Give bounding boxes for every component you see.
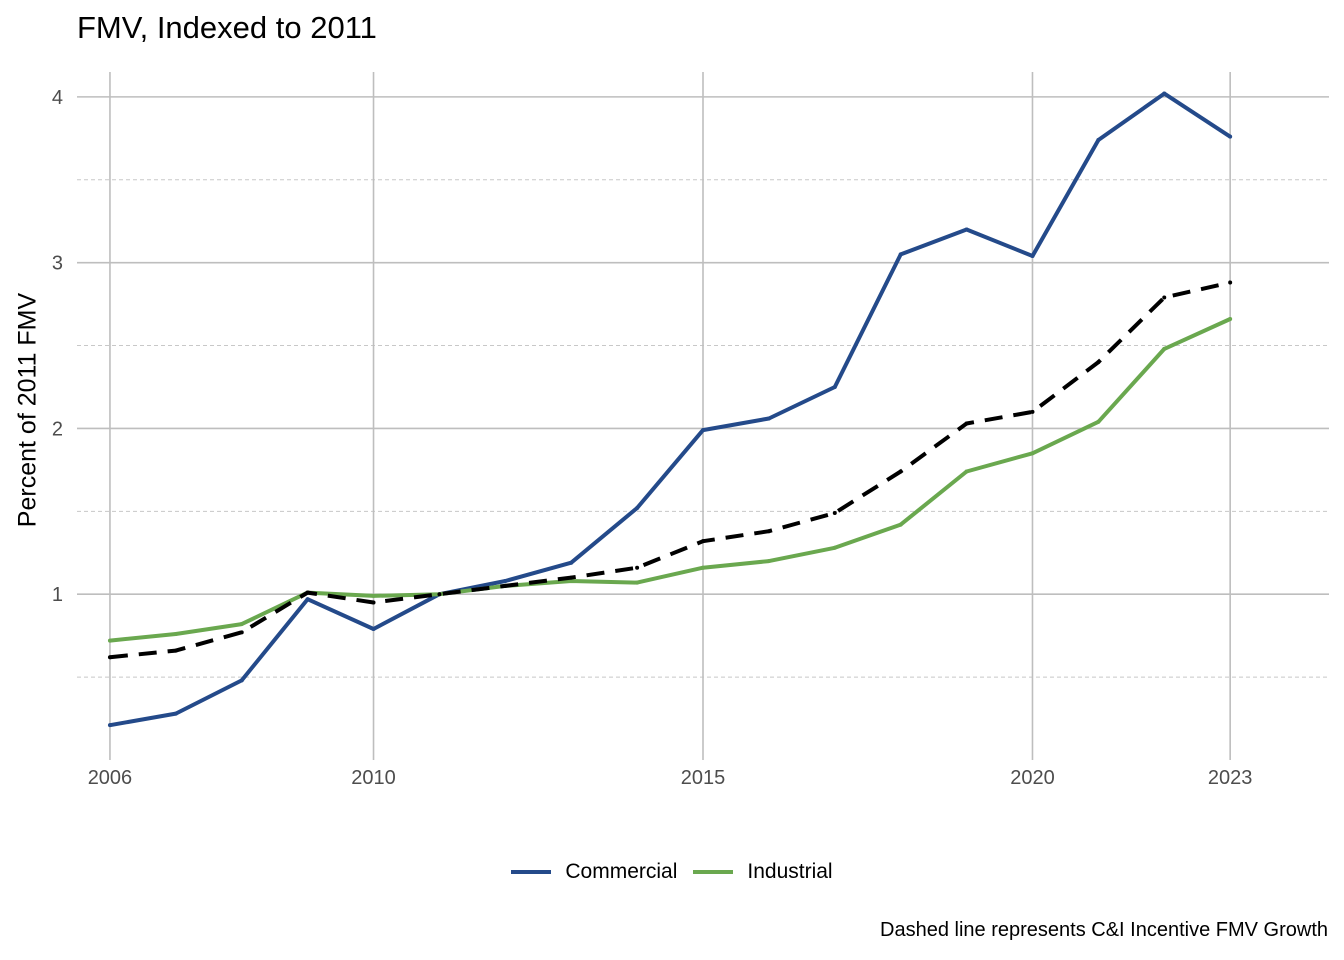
series-1-point xyxy=(107,638,112,643)
series-1-point xyxy=(766,559,771,564)
series-2-point xyxy=(371,600,376,605)
series-1-point xyxy=(701,565,705,570)
series-2-point xyxy=(1030,409,1035,414)
x-tick-labels: 2006 2010 2015 2020 2023 xyxy=(88,767,1253,789)
chart-caption: Dashed line represents C&I Incentive FMV… xyxy=(880,919,1328,941)
series-2-point xyxy=(107,655,112,660)
series-2-point xyxy=(437,592,442,597)
x-tick-label: 2006 xyxy=(88,767,133,789)
series-2-point xyxy=(569,575,574,580)
series-2-point xyxy=(964,421,969,426)
series-1-point xyxy=(173,632,178,637)
series-0-point xyxy=(1162,91,1167,96)
y-tick-label: 4 xyxy=(52,87,63,109)
series-0-point xyxy=(305,597,310,602)
series-line-0 xyxy=(109,91,1232,728)
legend-item-industrial: Industrial xyxy=(693,860,833,884)
legend-key-commercial xyxy=(511,870,552,874)
series-1-point xyxy=(832,545,837,550)
major-gridlines xyxy=(77,72,1329,760)
legend-label-industrial: Industrial xyxy=(747,860,833,883)
series-0-point xyxy=(1030,254,1035,259)
series-1-point xyxy=(371,593,376,598)
series-line-1 xyxy=(109,317,1232,643)
series-0-point xyxy=(701,428,705,433)
series-1-point xyxy=(569,578,574,583)
x-tick-label: 2015 xyxy=(681,767,726,789)
series-1-point xyxy=(1030,451,1035,456)
series-2-point xyxy=(1228,280,1233,285)
series-0-point xyxy=(898,252,903,257)
series-2-point xyxy=(635,565,640,570)
series-0-point xyxy=(371,627,376,632)
series-1-point xyxy=(239,622,244,627)
series-2-point xyxy=(898,469,903,474)
series-1-point xyxy=(635,580,640,585)
x-tick-label: 2020 xyxy=(1010,767,1055,789)
series-0-point xyxy=(832,384,837,389)
series-2-point xyxy=(701,539,705,544)
series-line-2 xyxy=(109,280,1231,660)
series-2-point xyxy=(305,590,310,595)
legend-key-industrial xyxy=(693,870,734,874)
series-1-point xyxy=(898,522,903,527)
series-0-point xyxy=(239,678,244,683)
series-2-point xyxy=(766,529,771,534)
y-tick-label: 3 xyxy=(52,253,63,275)
chart-title: FMV, Indexed to 2011 xyxy=(77,10,377,45)
series-1-point xyxy=(1228,317,1233,322)
series-lines xyxy=(107,91,1233,728)
series-2-point xyxy=(173,648,178,653)
legend: Commercial Industrial xyxy=(0,856,1344,888)
series-0-point xyxy=(635,506,640,511)
series-0-point xyxy=(107,723,112,728)
series-0-point xyxy=(1228,134,1233,139)
series-2-point xyxy=(1162,295,1167,300)
legend-label-commercial: Commercial xyxy=(565,860,678,883)
series-0-point xyxy=(173,711,178,716)
y-tick-labels: 1 2 3 4 xyxy=(52,87,63,606)
series-0-point xyxy=(964,227,969,232)
series-2-point xyxy=(1096,360,1101,365)
series-2-point xyxy=(503,583,508,588)
legend-item-commercial: Commercial xyxy=(511,860,677,884)
series-1-point xyxy=(964,469,969,474)
x-tick-label: 2010 xyxy=(351,767,396,789)
series-1-point xyxy=(1162,346,1167,351)
y-tick-label: 1 xyxy=(52,584,63,606)
series-1-point xyxy=(1096,419,1101,424)
y-tick-label: 2 xyxy=(52,418,63,440)
series-0-point xyxy=(569,560,574,565)
series-0-point xyxy=(766,416,771,421)
series-2-point xyxy=(239,630,244,635)
series-2-point xyxy=(832,510,837,515)
series-0-point xyxy=(503,578,508,583)
series-0-point xyxy=(1096,137,1101,142)
x-tick-label: 2023 xyxy=(1208,767,1253,789)
